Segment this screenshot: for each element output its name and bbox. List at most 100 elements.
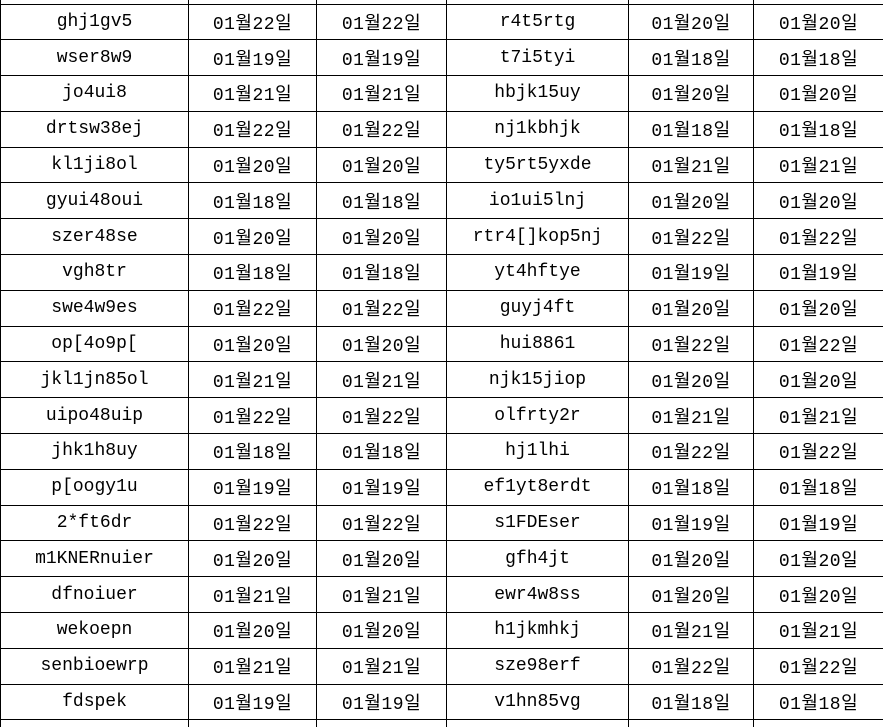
date-cell-left-1[interactable]: 01월20일 [188, 325, 317, 363]
date-cell-right-2[interactable]: 01월20일 [753, 576, 883, 614]
date-cell-right-1[interactable]: 01월21일 [628, 146, 754, 184]
date-cell-right-2[interactable]: 01월18일 [753, 683, 883, 721]
date-cell-left-1[interactable]: 01월22일 [188, 289, 317, 327]
date-cell-left-2[interactable]: 01월20일 [316, 540, 447, 578]
date-cell-left-2[interactable]: 01월19일 [316, 468, 447, 506]
date-cell-left-1[interactable]: 01월20일 [188, 540, 317, 578]
date-cell-right-2[interactable]: 01월20일 [753, 75, 883, 112]
date-cell-left-2[interactable]: 01월22일 [316, 504, 447, 542]
date-cell-right-2[interactable]: 01월21일 [753, 397, 883, 435]
date-cell-left-1[interactable]: 01월21일 [188, 647, 317, 685]
date-cell-left-2[interactable]: 01월20일 [316, 218, 447, 256]
date-cell-right-2[interactable]: 01월22일 [753, 433, 883, 470]
id-cell-right[interactable]: njk15jiop [446, 361, 629, 399]
date-cell-right-2[interactable]: 01월22일 [753, 325, 883, 363]
date-cell-right-2[interactable]: 01월20일 [753, 289, 883, 327]
date-cell-left-2[interactable]: 01월20일 [316, 146, 447, 184]
date-cell-right-1[interactable]: 01월22일 [628, 433, 754, 470]
date-cell-right-2[interactable]: 01월20일 [753, 361, 883, 399]
id-cell-right[interactable]: v1hn85vg [446, 683, 629, 721]
date-cell-right-1[interactable]: 01월20일 [628, 289, 754, 327]
date-cell-right-1[interactable]: 01월20일 [628, 576, 754, 614]
id-cell-left[interactable]: fdspek [0, 683, 189, 721]
id-cell-left[interactable]: jhk1h8uy [0, 433, 189, 470]
empty-cell[interactable] [188, 719, 317, 727]
date-cell-right-1[interactable]: 01월22일 [628, 647, 754, 685]
id-cell-left[interactable]: drtsw38ej [0, 110, 189, 148]
date-cell-right-2[interactable]: 01월18일 [753, 468, 883, 506]
id-cell-left[interactable]: szer48se [0, 218, 189, 256]
date-cell-right-2[interactable]: 01월20일 [753, 182, 883, 220]
id-cell-left[interactable]: op[4o9p[ [0, 325, 189, 363]
id-cell-right[interactable]: hbjk15uy [446, 75, 629, 112]
empty-cell[interactable] [753, 719, 883, 727]
date-cell-left-2[interactable]: 01월22일 [316, 3, 447, 41]
date-cell-right-1[interactable]: 01월20일 [628, 540, 754, 578]
empty-cell[interactable] [628, 719, 754, 727]
date-cell-right-1[interactable]: 01월21일 [628, 397, 754, 435]
date-cell-left-1[interactable]: 01월20일 [188, 218, 317, 256]
date-cell-left-2[interactable]: 01월21일 [316, 361, 447, 399]
date-cell-right-1[interactable]: 01월18일 [628, 110, 754, 148]
id-cell-right[interactable]: gfh4jt [446, 540, 629, 578]
date-cell-right-1[interactable]: 01월20일 [628, 3, 754, 41]
empty-cell[interactable] [446, 719, 629, 727]
id-cell-right[interactable]: t7i5tyi [446, 39, 629, 77]
date-cell-left-2[interactable]: 01월22일 [316, 397, 447, 435]
id-cell-left[interactable]: gyui48oui [0, 182, 189, 220]
date-cell-right-1[interactable]: 01월22일 [628, 325, 754, 363]
id-cell-right[interactable]: olfrty2r [446, 397, 629, 435]
date-cell-right-1[interactable]: 01월21일 [628, 612, 754, 649]
id-cell-right[interactable]: rtr4[]kop5nj [446, 218, 629, 256]
id-cell-right[interactable]: nj1kbhjk [446, 110, 629, 148]
date-cell-left-1[interactable]: 01월18일 [188, 254, 317, 291]
date-cell-right-1[interactable]: 01월20일 [628, 361, 754, 399]
date-cell-left-1[interactable]: 01월21일 [188, 576, 317, 614]
date-cell-right-1[interactable]: 01월18일 [628, 683, 754, 721]
date-cell-left-2[interactable]: 01월18일 [316, 433, 447, 470]
date-cell-left-1[interactable]: 01월19일 [188, 683, 317, 721]
date-cell-right-2[interactable]: 01월21일 [753, 612, 883, 649]
date-cell-left-2[interactable]: 01월20일 [316, 612, 447, 649]
date-cell-right-1[interactable]: 01월18일 [628, 39, 754, 77]
empty-cell[interactable] [316, 719, 447, 727]
date-cell-right-2[interactable]: 01월20일 [753, 3, 883, 41]
id-cell-left[interactable]: 2*ft6dr [0, 504, 189, 542]
date-cell-left-2[interactable]: 01월18일 [316, 254, 447, 291]
id-cell-left[interactable]: dfnoiuer [0, 576, 189, 614]
date-cell-left-1[interactable]: 01월22일 [188, 110, 317, 148]
date-cell-left-2[interactable]: 01월20일 [316, 325, 447, 363]
id-cell-left[interactable]: p[oogy1u [0, 468, 189, 506]
date-cell-right-2[interactable]: 01월22일 [753, 647, 883, 685]
date-cell-right-1[interactable]: 01월20일 [628, 182, 754, 220]
date-cell-right-1[interactable]: 01월22일 [628, 218, 754, 256]
id-cell-right[interactable]: ewr4w8ss [446, 576, 629, 614]
id-cell-right[interactable]: r4t5rtg [446, 3, 629, 41]
date-cell-left-1[interactable]: 01월19일 [188, 39, 317, 77]
id-cell-left[interactable]: jo4ui8 [0, 75, 189, 112]
date-cell-left-2[interactable]: 01월22일 [316, 110, 447, 148]
date-cell-right-1[interactable]: 01월18일 [628, 468, 754, 506]
date-cell-left-1[interactable]: 01월20일 [188, 612, 317, 649]
date-cell-right-1[interactable]: 01월19일 [628, 504, 754, 542]
id-cell-right[interactable]: io1ui5lnj [446, 182, 629, 220]
id-cell-left[interactable]: kl1ji8ol [0, 146, 189, 184]
date-cell-left-2[interactable]: 01월21일 [316, 576, 447, 614]
id-cell-left[interactable]: m1KNERnuier [0, 540, 189, 578]
id-cell-left[interactable]: wekoepn [0, 612, 189, 649]
date-cell-left-1[interactable]: 01월20일 [188, 146, 317, 184]
date-cell-left-2[interactable]: 01월19일 [316, 39, 447, 77]
id-cell-left[interactable]: senbioewrp [0, 647, 189, 685]
id-cell-right[interactable]: ef1yt8erdt [446, 468, 629, 506]
id-cell-right[interactable]: s1FDEser [446, 504, 629, 542]
date-cell-right-2[interactable]: 01월18일 [753, 110, 883, 148]
date-cell-right-2[interactable]: 01월19일 [753, 504, 883, 542]
date-cell-left-1[interactable]: 01월18일 [188, 182, 317, 220]
id-cell-left[interactable]: swe4w9es [0, 289, 189, 327]
date-cell-left-2[interactable]: 01월21일 [316, 75, 447, 112]
date-cell-left-2[interactable]: 01월22일 [316, 289, 447, 327]
date-cell-left-2[interactable]: 01월19일 [316, 683, 447, 721]
id-cell-left[interactable]: jkl1jn85ol [0, 361, 189, 399]
id-cell-left[interactable]: ghj1gv5 [0, 3, 189, 41]
date-cell-left-1[interactable]: 01월22일 [188, 504, 317, 542]
